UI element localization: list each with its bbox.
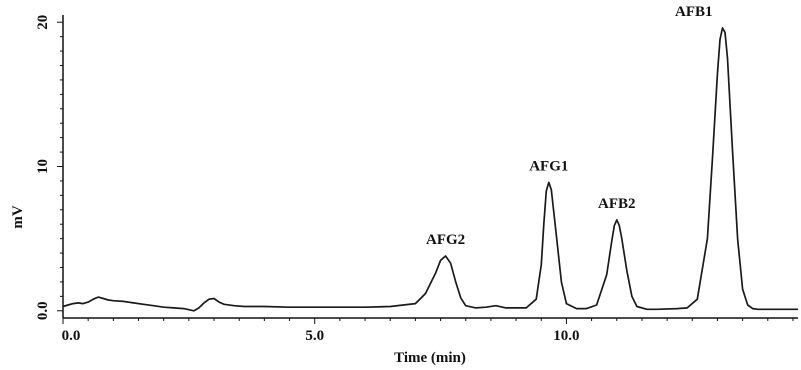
- peak-label-afg1: AFG1: [529, 158, 568, 174]
- x-tick-label: 10.0: [553, 328, 579, 344]
- x-axis-title: Time (min): [394, 350, 466, 366]
- y-tick-label: 10: [35, 159, 51, 174]
- y-tick-label: 0.0: [35, 301, 51, 320]
- x-axis: 0.0 5.0 10.0: [62, 317, 798, 344]
- x-tick-label: 5.0: [305, 328, 324, 344]
- peak-label-afb1: AFB1: [675, 4, 713, 20]
- x-tick-label: 0.0: [62, 328, 81, 344]
- peak-label-afb2: AFB2: [598, 196, 636, 212]
- y-axis: 0.0 10 20: [35, 15, 64, 320]
- y-tick-label: 20: [35, 15, 51, 30]
- peak-label-afg2: AFG2: [426, 232, 465, 248]
- chromatogram-trace: [62, 27, 798, 312]
- y-axis-title: mV: [10, 205, 26, 228]
